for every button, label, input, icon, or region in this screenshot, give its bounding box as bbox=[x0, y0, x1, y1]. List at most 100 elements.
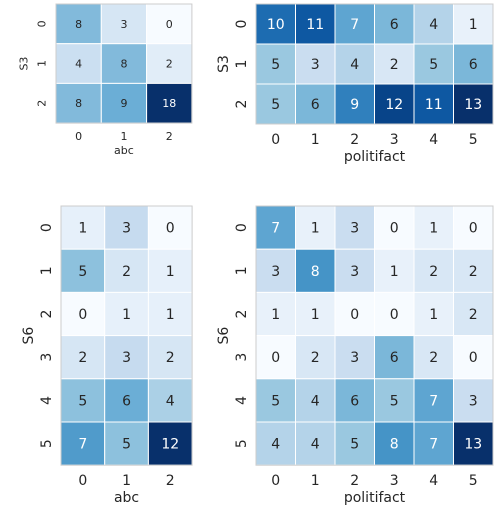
cell-value-label: 4 bbox=[429, 17, 438, 33]
cell-value-label: 7 bbox=[429, 393, 438, 409]
cell-value-label: 5 bbox=[271, 97, 280, 113]
heatmap-cell bbox=[413, 43, 454, 85]
cell-value-label: 13 bbox=[464, 437, 482, 453]
cell-value-label: 7 bbox=[429, 437, 438, 453]
heatmap-cell bbox=[413, 3, 454, 45]
heatmap-cell bbox=[295, 335, 336, 380]
cell-value-label: 5 bbox=[271, 57, 280, 73]
x-tick-label: 5 bbox=[469, 132, 478, 148]
y-tick-label: 3 bbox=[39, 353, 55, 362]
y-tick-label: 0 bbox=[36, 20, 49, 27]
cell-value-label: 4 bbox=[311, 393, 320, 409]
cell-value-label: 3 bbox=[120, 18, 127, 31]
cell-value-label: 4 bbox=[311, 437, 320, 453]
cell-value-label: 1 bbox=[390, 264, 399, 280]
cell-value-label: 7 bbox=[350, 17, 359, 33]
cell-value-label: 11 bbox=[425, 97, 443, 113]
cell-value-label: 0 bbox=[469, 221, 478, 237]
heatmap-cell bbox=[255, 43, 296, 85]
x-tick-label: 0 bbox=[75, 130, 82, 143]
y-tick-label: 1 bbox=[39, 266, 55, 275]
cell-value-label: 5 bbox=[429, 57, 438, 73]
cell-value-label: 0 bbox=[350, 307, 359, 323]
cell-value-label: 8 bbox=[311, 264, 320, 280]
cell-value-label: 3 bbox=[122, 221, 131, 237]
y-tick-label: 1 bbox=[36, 60, 49, 67]
cell-value-label: 1 bbox=[122, 307, 131, 323]
y-tick-label: 2 bbox=[39, 310, 55, 319]
heatmap-cell bbox=[100, 82, 148, 124]
x-tick-label: 0 bbox=[271, 473, 280, 489]
y-axis-label: S3 bbox=[216, 55, 232, 73]
cell-value-label: 6 bbox=[390, 350, 399, 366]
heatmap-cell bbox=[60, 335, 106, 380]
cell-value-label: 1 bbox=[469, 17, 478, 33]
heatmap-cell bbox=[374, 421, 415, 466]
x-tick-label: 3 bbox=[390, 132, 399, 148]
heatmap-cell bbox=[453, 378, 494, 423]
y-tick-label: 0 bbox=[234, 223, 250, 232]
cell-value-label: 12 bbox=[161, 437, 179, 453]
heatmap-cell bbox=[334, 3, 375, 45]
heatmap-cell bbox=[453, 248, 494, 293]
cell-value-label: 7 bbox=[78, 437, 87, 453]
x-tick-label: 5 bbox=[469, 473, 478, 489]
cell-value-label: 0 bbox=[166, 18, 173, 31]
x-axis-label: abc bbox=[114, 144, 134, 157]
heatmap-cell bbox=[334, 248, 375, 293]
cell-value-label: 0 bbox=[78, 307, 87, 323]
cell-value-label: 2 bbox=[469, 264, 478, 280]
cell-value-label: 2 bbox=[166, 350, 175, 366]
cell-value-label: 4 bbox=[350, 57, 359, 73]
cell-value-label: 11 bbox=[306, 17, 324, 33]
heatmap-cell bbox=[60, 291, 106, 337]
cell-value-label: 5 bbox=[271, 393, 280, 409]
heatmap-cell bbox=[146, 43, 193, 84]
y-tick-label: 0 bbox=[234, 20, 250, 29]
x-axis-label: abc bbox=[114, 490, 139, 506]
x-tick-label: 3 bbox=[390, 473, 399, 489]
cell-value-label: 4 bbox=[75, 58, 82, 71]
cell-value-label: 8 bbox=[390, 437, 399, 453]
heatmap-cell bbox=[334, 378, 375, 423]
cell-value-label: 1 bbox=[166, 307, 175, 323]
heatmap-cell bbox=[453, 335, 494, 380]
y-axis-label: S6 bbox=[216, 327, 232, 345]
cell-value-label: 5 bbox=[78, 264, 87, 280]
cell-value-label: 1 bbox=[311, 307, 320, 323]
heatmap-frame bbox=[60, 205, 193, 466]
heatmap-cell bbox=[453, 3, 494, 45]
cell-value-label: 3 bbox=[122, 350, 131, 366]
cell-value-label: 1 bbox=[429, 307, 438, 323]
cell-value-label: 2 bbox=[429, 264, 438, 280]
y-tick-label: 4 bbox=[234, 396, 250, 405]
heatmap-cell bbox=[334, 205, 375, 250]
x-tick-label: 4 bbox=[429, 132, 438, 148]
y-tick-label: 2 bbox=[234, 310, 250, 319]
x-tick-label: 0 bbox=[78, 473, 87, 489]
heatmap-cell bbox=[55, 3, 102, 45]
y-tick-label: 4 bbox=[39, 396, 55, 405]
cell-value-label: 0 bbox=[390, 221, 399, 237]
heatmap-cell bbox=[60, 378, 106, 423]
x-tick-label: 1 bbox=[311, 132, 320, 148]
cell-value-label: 10 bbox=[267, 17, 285, 33]
heatmap-cell bbox=[295, 291, 336, 337]
cell-value-label: 3 bbox=[271, 264, 280, 280]
x-tick-label: 2 bbox=[350, 132, 359, 148]
heatmap-cell bbox=[295, 248, 336, 293]
y-tick-label: 0 bbox=[39, 223, 55, 232]
x-axis-label: politifact bbox=[344, 490, 406, 506]
heatmap-cell bbox=[255, 421, 296, 466]
heatmap-panel-2: 10 11 7 6 4 15 3 4 2 5 65 6 9 12 11 130 1 2 3 4 5politifact0… bbox=[216, 3, 494, 165]
heatmap-cell bbox=[60, 421, 106, 466]
heatmap-cell bbox=[100, 3, 148, 45]
cell-value-label: 5 bbox=[78, 393, 87, 409]
cell-value-label: 13 bbox=[464, 97, 482, 113]
heatmap-cell bbox=[295, 43, 336, 85]
cell-value-label: 4 bbox=[271, 437, 280, 453]
x-tick-label: 2 bbox=[166, 130, 173, 143]
heatmap-frame bbox=[255, 205, 494, 466]
heatmap-cell bbox=[453, 83, 494, 125]
cell-value-label: 6 bbox=[311, 97, 320, 113]
